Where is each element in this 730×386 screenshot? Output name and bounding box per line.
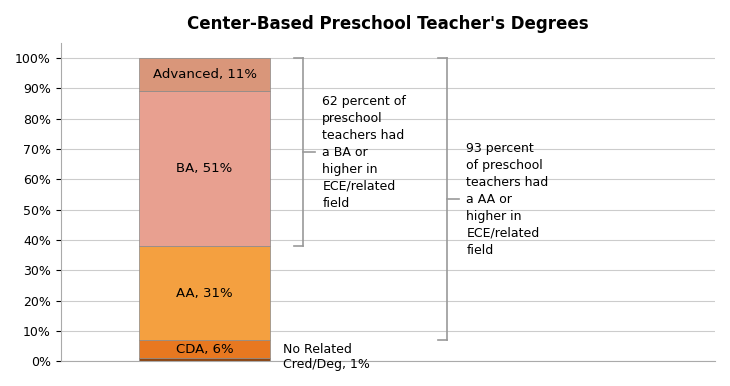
Text: 62 percent of
preschool
teachers had
a BA or
higher in
ECE/related
field: 62 percent of preschool teachers had a B… — [323, 95, 406, 210]
Text: CDA, 6%: CDA, 6% — [176, 343, 234, 356]
Bar — [139, 91, 270, 246]
Text: AA, 31%: AA, 31% — [176, 286, 233, 300]
Bar — [139, 246, 270, 340]
Text: 93 percent
of preschool
teachers had
a AA or
higher in
ECE/related
field: 93 percent of preschool teachers had a A… — [466, 142, 548, 257]
Text: No Related
Cred/Deg, 1%: No Related Cred/Deg, 1% — [283, 343, 370, 371]
Bar — [139, 358, 270, 361]
Bar — [139, 58, 270, 91]
Bar — [139, 340, 270, 358]
Text: BA, 51%: BA, 51% — [177, 162, 233, 175]
Text: Advanced, 11%: Advanced, 11% — [153, 68, 256, 81]
Title: Center-Based Preschool Teacher's Degrees: Center-Based Preschool Teacher's Degrees — [187, 15, 588, 33]
